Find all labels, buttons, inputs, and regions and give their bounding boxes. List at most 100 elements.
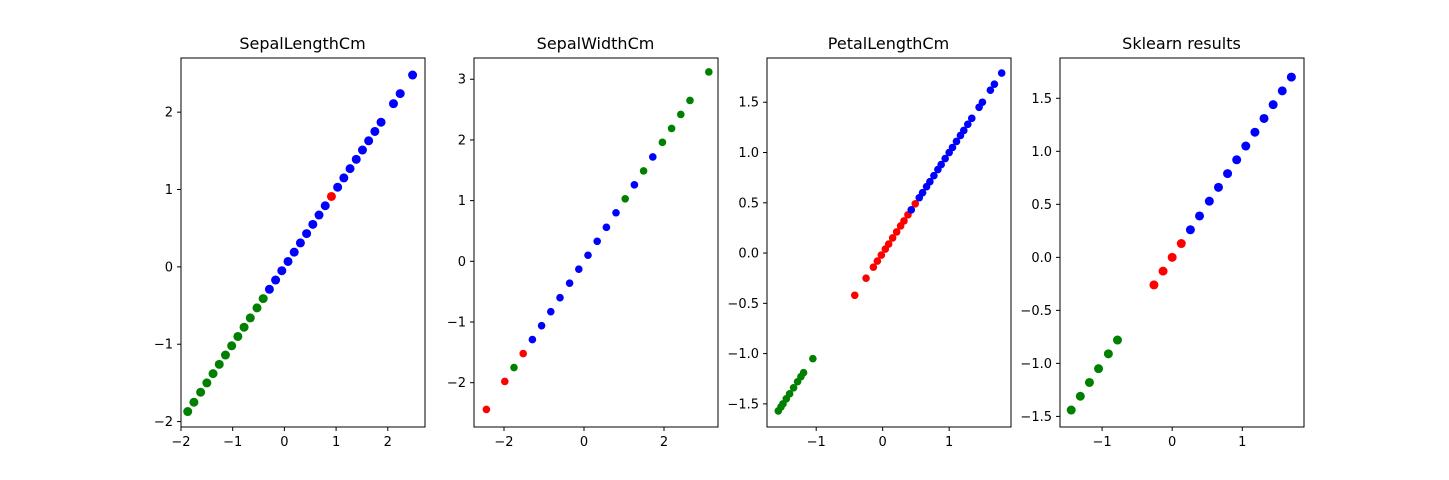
y-tick-label: −0.5 — [1020, 304, 1052, 319]
data-point — [227, 341, 237, 351]
data-point — [302, 229, 312, 239]
data-point — [884, 240, 893, 248]
x-tick-label: 0 — [580, 435, 588, 450]
data-point — [1158, 266, 1168, 276]
subplot-title: Sklearn results — [1122, 34, 1241, 53]
data-point — [990, 80, 999, 88]
plot-frame — [473, 57, 719, 428]
y-tick-label: 2 — [165, 106, 173, 121]
x-tick-label: 2 — [384, 435, 392, 450]
data-point — [986, 86, 995, 94]
y-tick-label: 1.0 — [738, 146, 759, 161]
data-point — [930, 171, 938, 180]
data-point — [593, 237, 601, 246]
subplot-title: SepalLengthCm — [239, 34, 365, 53]
data-point — [1204, 196, 1214, 206]
data-point — [547, 307, 555, 316]
y-tick-label: −1 — [447, 316, 466, 331]
x-tick-label: −1 — [1092, 435, 1111, 450]
subplot-petal-length: PetalLengthCm −1 0 1 −1.5 −1.0 −0.5 0.0 0.5 1.0 1… — [727, 34, 1012, 450]
y-tick-label: −2 — [447, 376, 466, 391]
data-point — [388, 99, 398, 109]
data-point — [918, 188, 927, 197]
data-point — [252, 303, 262, 313]
data-point — [926, 177, 934, 186]
data-point — [357, 145, 367, 155]
data-point — [320, 201, 330, 211]
data-point — [952, 137, 961, 146]
x-tick-label: 1 — [332, 435, 340, 450]
data-point — [877, 251, 886, 259]
data-point — [537, 321, 546, 330]
data-point — [351, 154, 361, 164]
data-point — [1195, 211, 1205, 221]
data-point — [686, 96, 694, 105]
data-point — [345, 164, 355, 174]
data-point — [408, 70, 418, 80]
data-point — [630, 181, 639, 189]
data-point — [1167, 252, 1177, 262]
y-tick-label: 1.5 — [1031, 92, 1052, 107]
subplot-title: SepalWidthCm — [537, 34, 655, 53]
data-point — [370, 126, 380, 136]
data-point — [1149, 280, 1159, 290]
data-point — [289, 247, 299, 257]
x-tick-label: −1 — [807, 435, 826, 450]
data-point — [677, 110, 685, 119]
data-point — [892, 228, 901, 236]
data-point — [602, 223, 611, 232]
data-point — [888, 234, 897, 242]
data-point — [1277, 86, 1287, 96]
data-point — [196, 387, 206, 397]
plot-frame — [1059, 57, 1305, 428]
data-point — [1213, 182, 1223, 192]
data-point — [482, 405, 491, 414]
x-tick-label: 2 — [660, 435, 668, 450]
data-point — [705, 68, 713, 76]
data-point — [1066, 405, 1076, 415]
data-point — [1094, 364, 1104, 374]
data-point — [850, 291, 859, 300]
y-tick-label: 0.0 — [1031, 251, 1052, 266]
x-tick-label: 1 — [1238, 435, 1246, 450]
data-point — [978, 98, 987, 107]
data-point — [1176, 239, 1186, 249]
data-point — [639, 167, 648, 175]
data-point — [862, 274, 870, 282]
data-point — [612, 208, 620, 217]
plot-frame — [180, 57, 426, 428]
data-point — [649, 153, 657, 161]
y-tick-label: −0.5 — [727, 297, 759, 312]
data-point — [308, 219, 318, 229]
y-tick-label: 0 — [458, 255, 466, 270]
data-point — [1268, 100, 1278, 110]
data-point — [1232, 155, 1242, 165]
data-point — [785, 390, 794, 398]
data-point — [937, 160, 945, 169]
data-point — [941, 154, 949, 163]
data-point — [873, 257, 882, 265]
y-tick-label: −1 — [154, 338, 173, 353]
y-tick-label: 0.0 — [738, 247, 759, 262]
y-tick-label: 1 — [458, 194, 466, 209]
data-point — [963, 120, 972, 129]
data-point — [277, 266, 287, 276]
data-point — [789, 383, 798, 392]
data-point — [1259, 113, 1269, 123]
x-tick-label: 0 — [879, 435, 887, 450]
data-point — [220, 350, 230, 360]
data-point — [501, 377, 509, 386]
data-point — [1250, 127, 1260, 137]
data-point — [519, 349, 527, 358]
plot-frame — [766, 57, 1012, 428]
y-tick-label: −1.5 — [727, 397, 759, 412]
y-tick-label: −1.0 — [1020, 357, 1052, 372]
y-tick-label: 0.5 — [738, 196, 759, 211]
y-tick-label: 0.5 — [1031, 198, 1052, 213]
y-tick-label: −2 — [154, 415, 173, 430]
data-point — [900, 217, 908, 225]
data-point — [395, 89, 405, 99]
data-point — [1286, 72, 1296, 82]
data-point — [202, 378, 212, 388]
